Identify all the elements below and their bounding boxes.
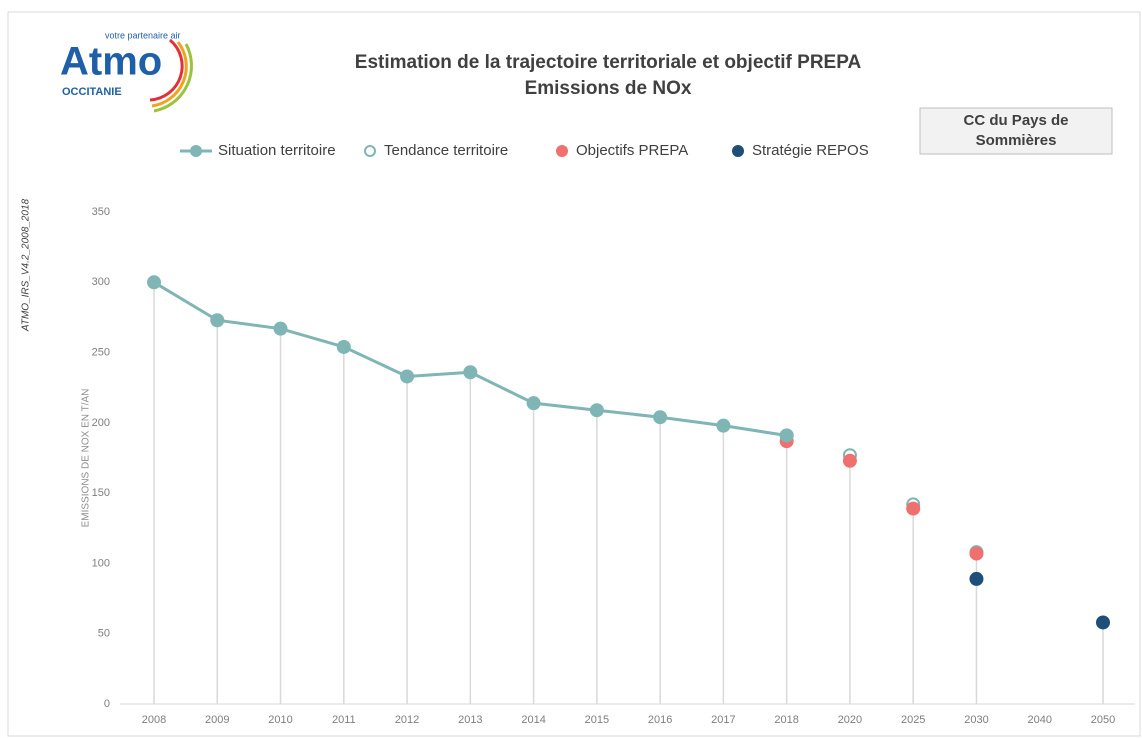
y-tick-label: 0 bbox=[104, 698, 110, 710]
x-tick-label: 2018 bbox=[774, 714, 798, 726]
legend-label: Situation territoire bbox=[218, 142, 336, 159]
y-tick-label: 350 bbox=[92, 206, 110, 218]
x-tick-label: 2008 bbox=[142, 714, 166, 726]
point bbox=[716, 418, 731, 433]
x-tick-label: 2016 bbox=[648, 714, 672, 726]
point bbox=[969, 546, 984, 561]
point bbox=[210, 313, 225, 328]
point bbox=[653, 410, 668, 425]
territory-label: CC du Pays de bbox=[963, 112, 1068, 129]
legend-marker bbox=[556, 145, 568, 157]
logo-arc bbox=[151, 41, 188, 108]
legend-marker bbox=[364, 145, 376, 157]
legend-marker bbox=[732, 145, 744, 157]
logo-region: OCCITANIE bbox=[62, 86, 122, 98]
x-tick-label: 2013 bbox=[458, 714, 482, 726]
logo-arc bbox=[149, 38, 184, 102]
point bbox=[400, 369, 415, 384]
x-tick-label: 2012 bbox=[395, 714, 419, 726]
logo-arc bbox=[153, 43, 193, 113]
x-tick-label: 2014 bbox=[521, 714, 545, 726]
point bbox=[842, 453, 857, 468]
legend-label: Tendance territoire bbox=[384, 142, 508, 159]
x-tick-label: 2050 bbox=[1091, 714, 1115, 726]
territory-box bbox=[919, 107, 1113, 155]
y-tick-label: 50 bbox=[98, 628, 110, 640]
y-tick-label: 100 bbox=[92, 557, 110, 569]
legend-label: Objectifs PREPA bbox=[576, 142, 688, 159]
point bbox=[526, 396, 541, 411]
point bbox=[1096, 615, 1110, 630]
x-tick-label: 2025 bbox=[901, 714, 925, 726]
chart-border bbox=[7, 11, 1141, 737]
x-tick-label: 2020 bbox=[838, 714, 862, 726]
x-tick-label: 2017 bbox=[711, 714, 735, 726]
y-tick-label: 250 bbox=[92, 346, 110, 358]
logo-name: Atmo bbox=[60, 40, 162, 84]
point bbox=[906, 501, 921, 516]
logo: Atmo votre partenaire air OCCITANIE bbox=[60, 30, 193, 113]
y-tick-label: 200 bbox=[92, 417, 110, 429]
logo-tagline: votre partenaire air bbox=[105, 30, 181, 40]
x-tick-label: 2015 bbox=[585, 714, 609, 726]
territory-label: Sommières bbox=[976, 132, 1057, 149]
x-tick-label: 2010 bbox=[268, 714, 292, 726]
y-tick-label: 150 bbox=[92, 487, 110, 499]
point bbox=[463, 365, 478, 380]
legend-label: Stratégie REPOS bbox=[752, 142, 869, 159]
chart-title: Estimation de la trajectoire territorial… bbox=[355, 52, 862, 73]
x-tick-label: 2030 bbox=[964, 714, 988, 726]
x-tick-label: 2009 bbox=[205, 714, 229, 726]
point bbox=[336, 339, 351, 354]
x-tick-label: 2040 bbox=[1027, 714, 1051, 726]
x-tick-label: 2011 bbox=[332, 714, 356, 726]
point bbox=[147, 275, 161, 290]
side-label: ATMO_IRS_V4.2_2008_2018 bbox=[21, 199, 32, 333]
y-axis-label: EMISSIONS DE NOX EN T/AN bbox=[81, 389, 92, 528]
point bbox=[969, 571, 984, 586]
point bbox=[779, 428, 794, 443]
y-tick-label: 300 bbox=[92, 276, 110, 288]
point bbox=[273, 321, 288, 336]
chart-title: Emissions de NOx bbox=[525, 78, 692, 99]
legend-marker bbox=[190, 145, 202, 157]
point bbox=[589, 403, 604, 418]
